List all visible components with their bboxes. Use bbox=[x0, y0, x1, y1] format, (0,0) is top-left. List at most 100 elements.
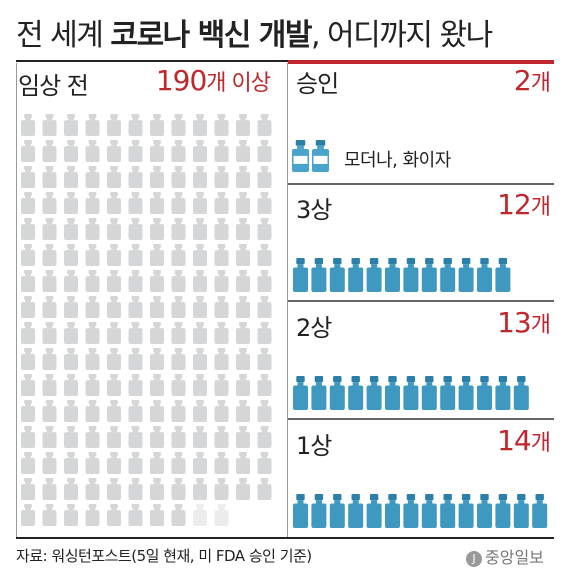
preclinical-vial-110 bbox=[42, 348, 57, 370]
preclinical-vial-168 bbox=[257, 452, 272, 474]
preclinical-vial-174 bbox=[128, 478, 143, 500]
preclinical-vial-30 bbox=[128, 166, 143, 188]
preclinical-vial-183 bbox=[64, 504, 78, 526]
preclinical-vial-77 bbox=[107, 270, 121, 292]
preclinical-vial-12 bbox=[257, 114, 272, 136]
stage-label-phase2: 2상 bbox=[296, 314, 332, 342]
preclinical-vial-51 bbox=[64, 218, 78, 240]
preclinical-vial-25 bbox=[21, 166, 35, 188]
top-rule bbox=[16, 60, 554, 62]
title-part2: , 어디까지 왔나 bbox=[310, 18, 493, 53]
stage-label-phase3: 3상 bbox=[296, 196, 332, 224]
phase-vial-3상-3 bbox=[329, 258, 345, 292]
approved-vial-2 bbox=[312, 140, 329, 172]
phase-vial-2상-13 bbox=[513, 376, 529, 410]
stage-count-phase2-value: 13 bbox=[497, 306, 532, 339]
preclinical-vial-158 bbox=[42, 452, 57, 474]
preclinical-vial-73 bbox=[21, 270, 35, 292]
phase-vial-1상-2 bbox=[311, 494, 327, 528]
preclinical-vial-160 bbox=[85, 452, 100, 474]
preclinical-vial-81 bbox=[193, 270, 207, 292]
preclinical-vial-153 bbox=[193, 426, 207, 448]
preclinical-count: 190개 이상 bbox=[156, 64, 272, 97]
preclinical-vial-154 bbox=[214, 426, 229, 448]
phase-vial-1상-5 bbox=[366, 494, 382, 528]
preclinical-vial-176 bbox=[171, 478, 186, 500]
preclinical-vial-145 bbox=[21, 426, 35, 448]
preclinical-vial-130 bbox=[214, 374, 229, 396]
preclinical-vial-141 bbox=[193, 400, 207, 422]
phase-vial-1상-1 bbox=[293, 494, 308, 528]
preclinical-vial-50 bbox=[42, 218, 57, 240]
preclinical-vial-91 bbox=[150, 296, 164, 318]
preclinical-vial-171 bbox=[64, 478, 78, 500]
preclinical-vial-31 bbox=[150, 166, 164, 188]
preclinical-vial-83 bbox=[236, 270, 250, 292]
preclinical-vial-120 bbox=[257, 348, 272, 370]
preclinical-vial-186 bbox=[128, 504, 143, 526]
preclinical-vial-46 bbox=[214, 192, 229, 214]
preclinical-vial-70 bbox=[214, 244, 229, 266]
preclinical-vial-163 bbox=[150, 452, 164, 474]
preclinical-vial-190 bbox=[214, 504, 229, 526]
bottom-rule bbox=[16, 537, 554, 539]
preclinical-vial-180 bbox=[257, 478, 272, 500]
left-panel-divider bbox=[16, 63, 17, 538]
stage-accent-rule bbox=[288, 60, 554, 64]
preclinical-vial-47 bbox=[236, 192, 250, 214]
preclinical-vial-143 bbox=[236, 400, 250, 422]
phase-vial-3상-12 bbox=[495, 258, 511, 292]
preclinical-vial-28 bbox=[85, 166, 100, 188]
preclinical-vial-34 bbox=[214, 166, 229, 188]
preclinical-vial-11 bbox=[236, 114, 250, 136]
phase-vial-2상-5 bbox=[366, 376, 382, 410]
preclinical-vial-84 bbox=[257, 270, 272, 292]
preclinical-vial-38 bbox=[42, 192, 57, 214]
preclinical-vial-93 bbox=[193, 296, 207, 318]
phase-vial-3상-6 bbox=[385, 258, 400, 292]
preclinical-vial-60 bbox=[257, 218, 272, 240]
preclinical-vial-114 bbox=[128, 348, 143, 370]
preclinical-vial-157 bbox=[21, 452, 35, 474]
preclinical-vial-42 bbox=[128, 192, 143, 214]
preclinical-vial-155 bbox=[236, 426, 250, 448]
phase-vial-1상-13 bbox=[513, 494, 529, 528]
preclinical-vial-132 bbox=[257, 374, 272, 396]
preclinical-vial-109 bbox=[21, 348, 35, 370]
preclinical-count-unit: 개 bbox=[206, 71, 226, 96]
preclinical-vial-165 bbox=[193, 452, 207, 474]
preclinical-vial-36 bbox=[257, 166, 272, 188]
preclinical-vial-89 bbox=[107, 296, 121, 318]
preclinical-vial-162 bbox=[128, 452, 143, 474]
preclinical-vial-85 bbox=[21, 296, 35, 318]
preclinical-vial-187 bbox=[150, 504, 164, 526]
preclinical-count-suffix: 이상 bbox=[225, 71, 272, 96]
preclinical-vial-178 bbox=[214, 478, 229, 500]
preclinical-vial-122 bbox=[42, 374, 57, 396]
logo-text: 중앙일보 bbox=[485, 548, 544, 567]
preclinical-vial-167 bbox=[236, 452, 250, 474]
preclinical-vial-1 bbox=[21, 114, 35, 136]
source-note: 자료: 워싱턴포스트(5일 현재, 미 FDA 승인 기준) bbox=[16, 547, 312, 565]
preclinical-vial-66 bbox=[128, 244, 143, 266]
preclinical-vial-65 bbox=[107, 244, 121, 266]
preclinical-vial-24 bbox=[257, 140, 272, 162]
preclinical-vial-133 bbox=[21, 400, 35, 422]
preclinical-vial-56 bbox=[171, 218, 186, 240]
preclinical-vial-156 bbox=[257, 426, 272, 448]
preclinical-vial-18 bbox=[128, 140, 143, 162]
stage-count-phase2-unit: 개 bbox=[530, 313, 551, 338]
preclinical-label: 임상 전 bbox=[18, 72, 89, 100]
phase-vial-2상-3 bbox=[329, 376, 345, 410]
preclinical-vial-164 bbox=[171, 452, 186, 474]
preclinical-vial-185 bbox=[107, 504, 121, 526]
preclinical-vial-74 bbox=[42, 270, 57, 292]
preclinical-vial-103 bbox=[150, 322, 164, 344]
phase-vial-1상-14 bbox=[532, 494, 548, 528]
preclinical-vial-54 bbox=[128, 218, 143, 240]
preclinical-vial-172 bbox=[85, 478, 100, 500]
stage-divider-1 bbox=[288, 183, 554, 185]
preclinical-vial-8 bbox=[171, 114, 186, 136]
preclinical-vial-149 bbox=[107, 426, 121, 448]
phase-vial-3상-7 bbox=[403, 258, 419, 292]
